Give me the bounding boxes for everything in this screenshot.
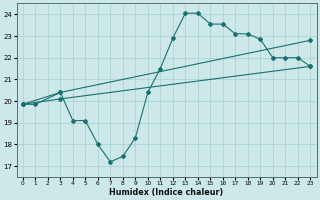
X-axis label: Humidex (Indice chaleur): Humidex (Indice chaleur) — [109, 188, 224, 197]
